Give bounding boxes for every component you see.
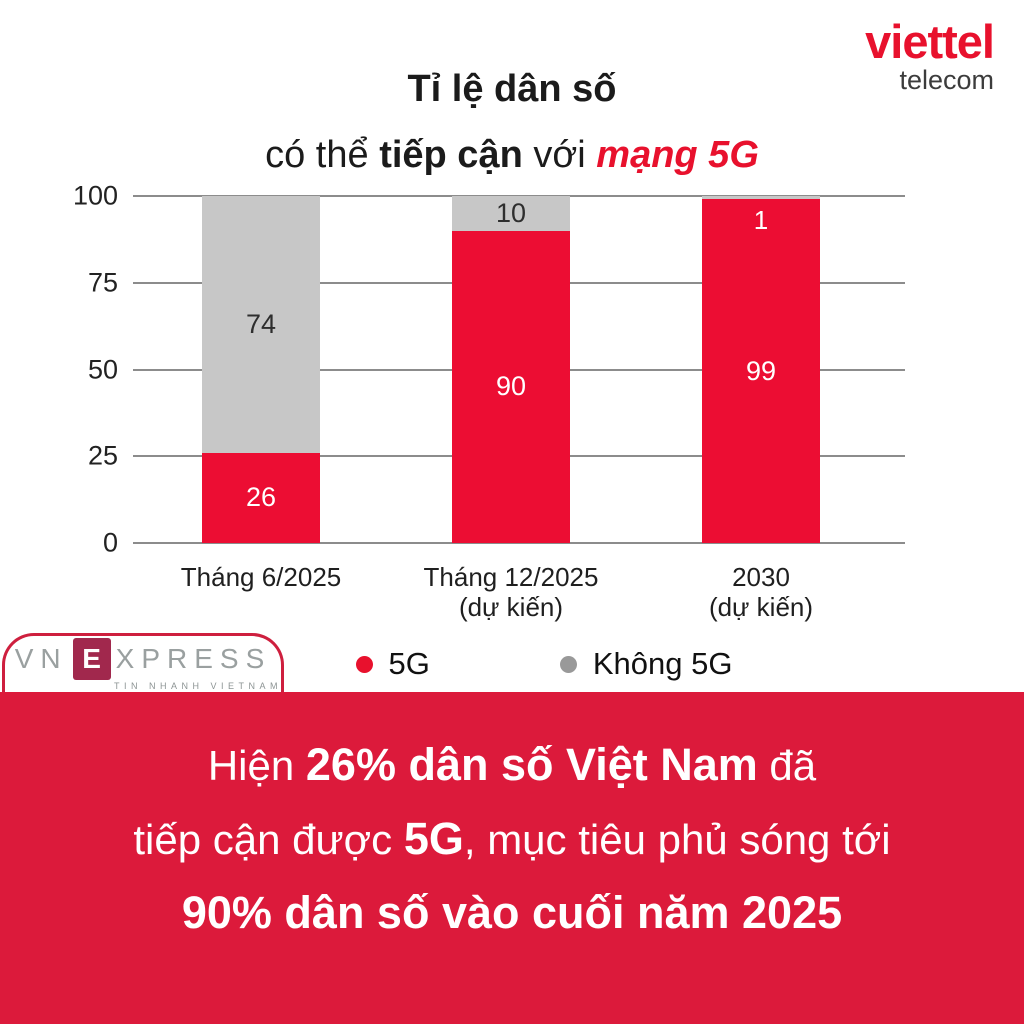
text-segment: , mục tiêu phủ sóng tới [463,816,891,863]
y-tick-label-0: 0 [102,527,118,558]
x-tick-line: Tháng 6/2025 [180,562,342,592]
vnexpress-prefix: VN [14,642,68,674]
bar-segment-5g-2: 99 [702,199,820,543]
chart-title: Tỉ lệ dân số có thể tiếp cận với mạng 5G [0,56,1024,188]
bar-segment-khong5g-0: 74 [202,196,320,453]
viettel-wordmark: viettel [865,15,995,68]
bar-segment-khong5g-2 [702,196,820,200]
vnexpress-suffix: XPRESS [115,642,272,674]
text-segment: 5G [403,813,464,864]
chart-title-line1: Tỉ lệ dân số [407,68,617,110]
gridline-0 [133,542,905,544]
bar-segment-5g-0: 26 [202,452,320,543]
chart-title-line2: có thể tiếp cận với mạng 5G [0,122,1024,188]
x-tick-line: (dự kiến) [458,592,564,622]
viettel-logo: viettel telecom [865,15,995,95]
x-tick-line: 2030 [732,562,790,592]
vnexpress-logo: VN E XPRESS TIN NHANH VIETNAM [2,633,284,692]
text-segment: đã [757,742,817,789]
text-segment: Hiện [207,742,306,789]
legend-dot-icon [559,655,577,673]
text-segment: mạng 5G [596,134,759,176]
vnexpress-wordmark: VN E XPRESS [14,637,272,680]
legend-label: Không 5G [592,646,733,681]
legend-dot-icon [355,655,373,673]
y-tick-label-75: 75 [87,267,118,298]
viettel-telecom-label: telecom [899,65,994,95]
banner-line-3: 90% dân số vào cuối năm 2025 [0,876,1024,949]
text-segment: tiếp cận được [133,816,404,863]
vnexpress-e-box: E [72,637,111,680]
vnexpress-tagline: TIN NHANH VIETNAM [114,680,283,691]
text-segment: tiếp cận [379,134,523,176]
summary-banner: Hiện 26% dân số Việt Nam đã tiếp cận đượ… [0,692,1024,1024]
y-axis: 0 25 50 75 100 [40,181,118,558]
y-tick-label-50: 50 [87,354,118,384]
y-tick-label-25: 25 [87,440,118,471]
legend-item-0: 5G [355,646,430,682]
x-tick-line: (dự kiến) [708,592,814,622]
x-tick-line: Tháng 12/2025 [423,562,599,592]
bar-segment-khong5g-label-2: 1 [753,204,769,235]
text-segment: với [522,134,597,176]
text-segment: 90% dân số vào cuối năm 2025 [181,887,843,938]
text-segment: 26% dân số Việt Nam [305,739,758,790]
bar-segment-5g-1: 90 [452,230,570,543]
legend-item-1: Không 5G [559,646,733,682]
x-tick-label-1: Tháng 12/2025 (dự kiến) [391,562,631,622]
y-tick-label-100: 100 [72,180,118,211]
banner-line-2: tiếp cận được 5G, mục tiêu phủ sóng tới [0,802,1024,876]
legend-label: 5G [388,646,430,681]
bar-segment-khong5g-1: 10 [452,196,570,231]
x-tick-label-0: Tháng 6/2025 [141,562,381,592]
banner-line-1: Hiện 26% dân số Việt Nam đã [0,728,1024,802]
text-segment: có thể [265,134,380,176]
plot-area: 26 74 Tháng 6/2025 90 10 Tháng 12/2025 (dự kiế… [133,195,905,622]
gridline-100 [133,195,905,197]
chart-legend: 5G Không 5G [32,646,1024,682]
x-tick-label-2: 2030 (dự kiến) [641,562,881,622]
